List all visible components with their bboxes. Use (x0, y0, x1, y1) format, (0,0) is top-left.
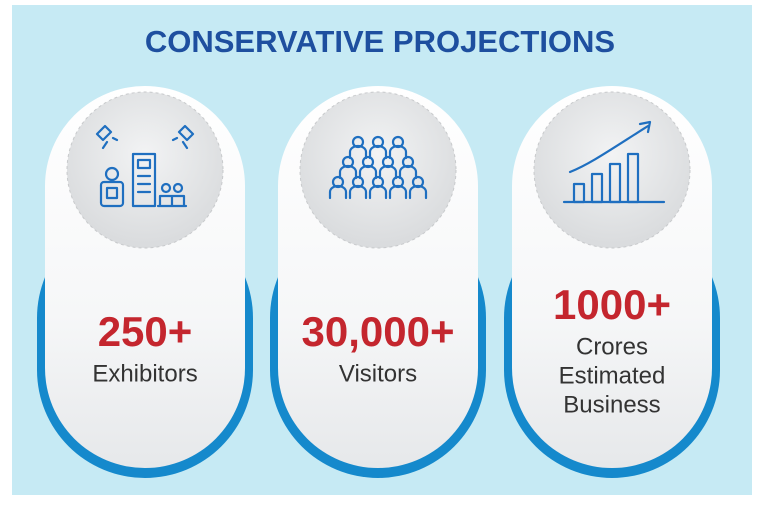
card: 250+ Exhibitors (37, 86, 253, 478)
title: CONSERVATIVE PROJECTIONS (145, 24, 615, 59)
icon-disc (533, 91, 691, 249)
card-label: Visitors (339, 360, 417, 387)
icon (562, 120, 666, 204)
card-label: Crores (576, 333, 648, 360)
icon-disc (66, 91, 224, 249)
card: 30,000+ Visitors (270, 86, 486, 478)
card-value: 250+ (98, 308, 193, 355)
card-label: Estimated (559, 362, 666, 389)
icon (328, 135, 428, 200)
card-label: Exhibitors (92, 360, 197, 387)
card-value: 1000+ (553, 281, 671, 328)
icon-disc (299, 91, 457, 249)
card-label: Business (563, 391, 660, 418)
card-value: 30,000+ (302, 308, 455, 355)
icon (95, 124, 195, 208)
